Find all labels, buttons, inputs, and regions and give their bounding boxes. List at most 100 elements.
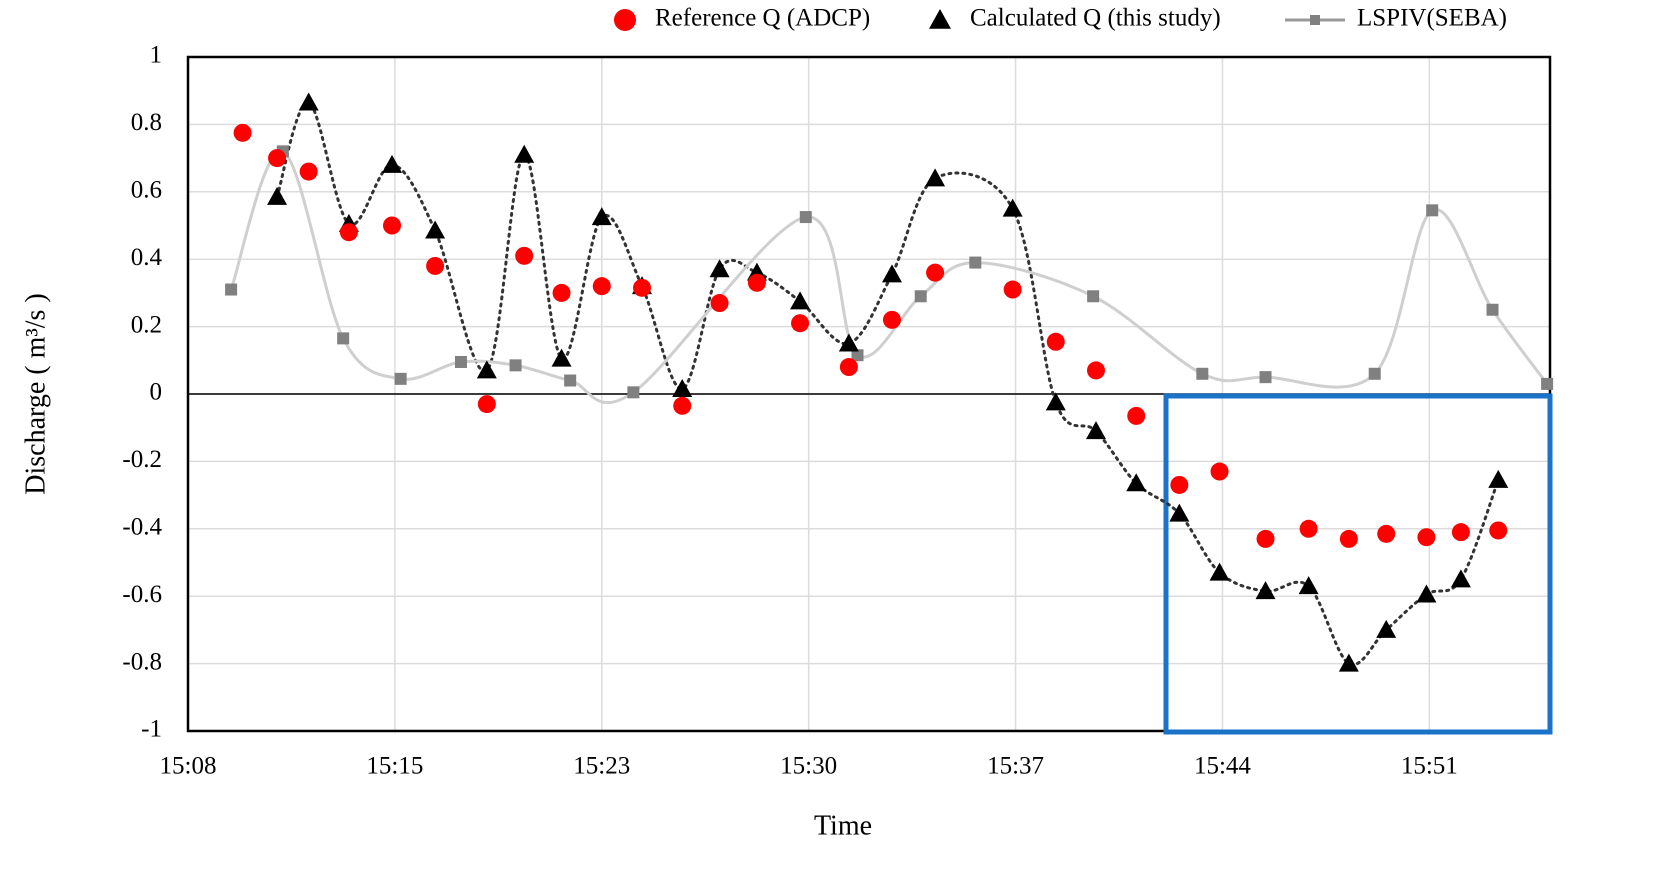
legend-marker — [1310, 15, 1320, 25]
point — [1087, 290, 1100, 303]
point — [426, 256, 445, 275]
point — [1489, 521, 1508, 540]
point — [1210, 462, 1229, 481]
point — [791, 314, 810, 333]
point — [882, 310, 901, 329]
point — [1045, 392, 1066, 411]
point — [1488, 469, 1509, 488]
legend-marker — [929, 9, 951, 29]
point — [1450, 569, 1471, 588]
legend-marker — [614, 9, 636, 31]
point — [564, 374, 577, 387]
point — [592, 277, 611, 296]
point — [551, 348, 572, 367]
point — [1169, 503, 1190, 522]
point — [425, 220, 446, 239]
y-tick-label: 0.2 — [131, 311, 162, 338]
point — [298, 92, 319, 111]
point — [1087, 361, 1105, 380]
point — [925, 168, 946, 187]
point — [382, 154, 403, 173]
point — [1170, 475, 1189, 494]
point — [1368, 367, 1381, 380]
y-axis-label: Discharge ( m³/s ) — [20, 293, 51, 495]
x-tick-label: 15:23 — [573, 753, 630, 780]
point — [710, 294, 729, 313]
x-tick-label: 15:37 — [987, 753, 1044, 780]
y-tick-label: 0.6 — [131, 177, 162, 204]
point — [851, 349, 864, 362]
point — [838, 333, 859, 352]
point — [1299, 519, 1318, 538]
point — [394, 372, 407, 385]
point — [672, 378, 693, 397]
point — [747, 273, 766, 292]
y-tick-label: -0.2 — [122, 446, 162, 473]
y-tick-label: -0.8 — [122, 648, 162, 675]
point — [926, 263, 945, 282]
point — [1417, 528, 1436, 547]
point — [881, 264, 902, 283]
point — [627, 386, 640, 399]
y-tick-label: 0.8 — [131, 109, 162, 136]
point — [225, 283, 238, 296]
point — [1256, 529, 1275, 548]
legend-label: Reference Q (ADCP) — [655, 5, 870, 32]
y-tick-label: -1 — [141, 716, 162, 743]
x-tick-label: 15:08 — [160, 753, 217, 780]
point — [1126, 473, 1147, 492]
point — [339, 223, 358, 242]
point — [1086, 421, 1106, 440]
point — [1259, 371, 1272, 384]
y-tick-label: 1 — [150, 42, 163, 69]
point — [552, 283, 571, 302]
point — [799, 211, 812, 224]
point — [914, 290, 927, 303]
point — [509, 359, 522, 372]
point — [383, 216, 402, 235]
x-tick-label: 15:15 — [366, 753, 423, 780]
point — [1196, 367, 1209, 380]
point — [709, 259, 730, 278]
point — [1209, 562, 1230, 581]
point — [268, 149, 287, 168]
point — [1002, 198, 1023, 217]
point — [454, 355, 467, 368]
point — [477, 395, 496, 414]
point — [1486, 303, 1499, 316]
y-tick-label: -0.4 — [122, 514, 162, 541]
point — [515, 246, 534, 265]
point — [1377, 524, 1396, 543]
point — [969, 256, 982, 269]
y-tick-label: 0 — [150, 379, 163, 406]
point — [790, 291, 811, 310]
point — [1338, 653, 1359, 672]
legend-label: Calculated Q (this study) — [970, 5, 1221, 32]
x-axis-label: Time — [814, 810, 872, 841]
point — [1046, 332, 1065, 351]
point — [1298, 576, 1319, 595]
point — [1416, 584, 1437, 603]
point — [1426, 204, 1439, 217]
point — [633, 278, 651, 297]
point — [1003, 280, 1022, 299]
point — [337, 332, 350, 345]
point — [1339, 529, 1358, 548]
point — [267, 186, 288, 205]
point — [673, 396, 692, 415]
legend-label: LSPIV(SEBA) — [1357, 5, 1507, 32]
point — [299, 162, 318, 181]
point — [476, 360, 497, 379]
point — [1127, 406, 1146, 425]
point — [1376, 619, 1397, 638]
x-tick-label: 15:51 — [1401, 753, 1458, 780]
point — [591, 207, 612, 226]
point — [514, 144, 535, 163]
x-tick-label: 15:30 — [780, 753, 837, 780]
point — [233, 123, 252, 142]
point — [1541, 377, 1554, 390]
point — [839, 358, 858, 377]
highlight-box — [1163, 393, 1553, 735]
point — [1255, 581, 1276, 600]
